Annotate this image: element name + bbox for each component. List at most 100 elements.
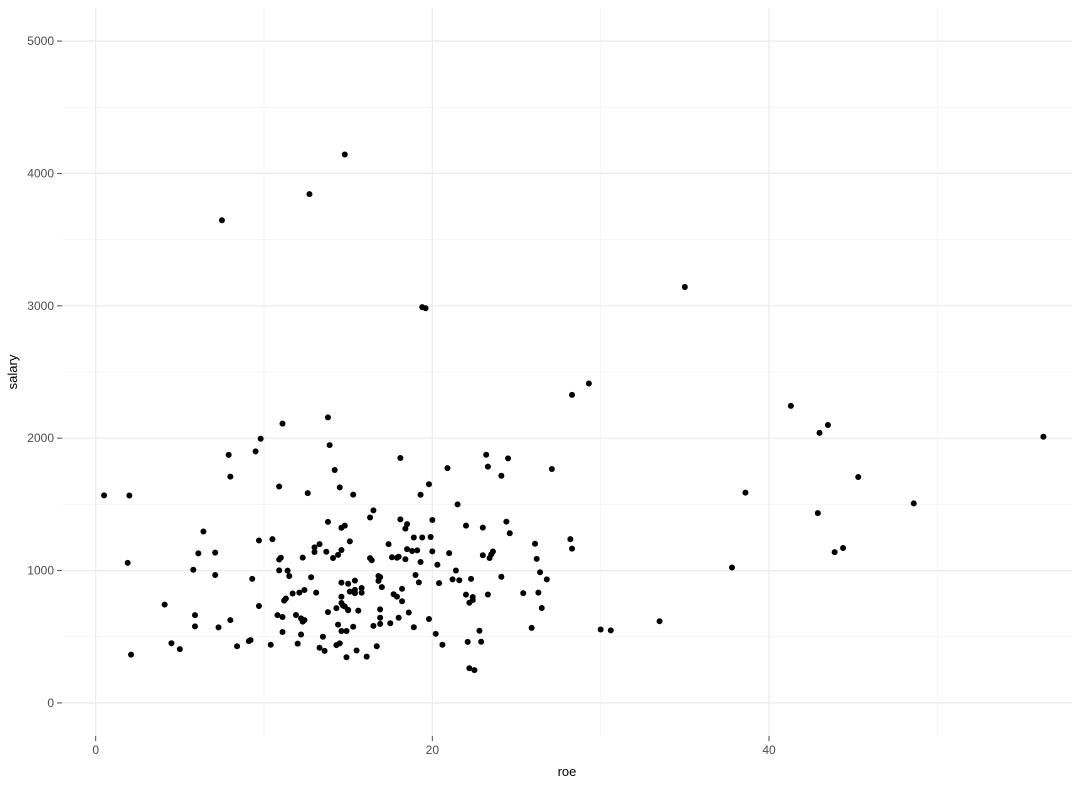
data-point bbox=[539, 605, 545, 611]
data-point bbox=[406, 610, 412, 616]
data-point bbox=[355, 608, 361, 614]
data-point bbox=[216, 624, 222, 630]
data-point bbox=[463, 592, 469, 598]
data-point bbox=[312, 544, 318, 550]
data-point bbox=[470, 594, 476, 600]
data-point bbox=[226, 452, 232, 458]
data-point bbox=[423, 305, 429, 311]
data-point bbox=[323, 549, 329, 555]
x-tick-label: 40 bbox=[762, 743, 776, 757]
data-point bbox=[537, 569, 543, 575]
data-point bbox=[347, 538, 353, 544]
data-point bbox=[338, 580, 344, 586]
data-point bbox=[313, 590, 319, 596]
data-point bbox=[177, 646, 183, 652]
data-point bbox=[377, 615, 383, 621]
data-point bbox=[426, 616, 432, 622]
data-point bbox=[327, 442, 333, 448]
data-point bbox=[298, 615, 304, 621]
data-point bbox=[337, 640, 343, 646]
data-point bbox=[411, 624, 417, 630]
data-point bbox=[413, 572, 419, 578]
data-point bbox=[377, 621, 383, 627]
data-point bbox=[379, 584, 385, 590]
data-point bbox=[325, 414, 331, 420]
data-point bbox=[306, 191, 312, 197]
data-point bbox=[569, 546, 575, 552]
data-point bbox=[468, 576, 474, 582]
data-point bbox=[682, 284, 688, 290]
data-point bbox=[503, 519, 509, 525]
data-point bbox=[507, 530, 513, 536]
data-point bbox=[268, 642, 274, 648]
data-point bbox=[480, 525, 486, 531]
data-point bbox=[128, 652, 134, 658]
data-point bbox=[418, 559, 424, 565]
data-point bbox=[212, 550, 218, 556]
data-point bbox=[825, 422, 831, 428]
data-point bbox=[342, 152, 348, 158]
data-point bbox=[325, 609, 331, 615]
data-point bbox=[195, 550, 201, 556]
data-point bbox=[340, 603, 346, 609]
y-tick-label: 0 bbox=[47, 696, 54, 710]
data-point bbox=[298, 631, 304, 637]
data-point bbox=[192, 612, 198, 618]
data-point bbox=[301, 587, 307, 593]
data-point bbox=[300, 555, 306, 561]
data-point bbox=[456, 577, 462, 583]
data-point bbox=[338, 547, 344, 553]
data-point bbox=[253, 448, 259, 454]
data-point bbox=[476, 628, 482, 634]
chart-svg: 02040010002000300040005000roesalary bbox=[0, 0, 1080, 789]
data-point bbox=[285, 568, 291, 574]
data-point bbox=[126, 492, 132, 498]
data-point bbox=[370, 507, 376, 513]
data-point bbox=[320, 634, 326, 640]
data-point bbox=[396, 615, 402, 621]
data-point bbox=[296, 590, 302, 596]
data-point bbox=[249, 576, 255, 582]
data-point bbox=[364, 654, 370, 660]
data-point bbox=[485, 592, 491, 598]
data-point bbox=[505, 455, 511, 461]
data-point bbox=[276, 567, 282, 573]
data-point bbox=[274, 612, 280, 618]
data-point bbox=[308, 574, 314, 580]
data-point bbox=[256, 537, 262, 543]
data-point bbox=[487, 555, 493, 561]
data-point bbox=[335, 552, 341, 558]
data-point bbox=[276, 483, 282, 489]
data-point bbox=[345, 581, 351, 587]
data-point bbox=[444, 465, 450, 471]
data-point bbox=[258, 436, 264, 442]
data-point bbox=[402, 526, 408, 532]
data-point bbox=[386, 541, 392, 547]
data-point bbox=[411, 534, 417, 540]
data-point bbox=[394, 555, 400, 561]
data-point bbox=[290, 590, 296, 596]
data-point bbox=[426, 481, 432, 487]
data-point bbox=[535, 590, 541, 596]
data-point bbox=[466, 600, 472, 606]
data-point bbox=[333, 605, 339, 611]
data-point bbox=[729, 565, 735, 571]
data-point bbox=[343, 654, 349, 660]
data-point bbox=[317, 541, 323, 547]
data-point bbox=[200, 528, 206, 534]
y-tick-label: 3000 bbox=[27, 299, 54, 313]
data-point bbox=[490, 548, 496, 554]
data-point bbox=[532, 541, 538, 547]
data-point bbox=[608, 627, 614, 633]
data-point bbox=[276, 557, 282, 563]
data-point bbox=[463, 523, 469, 529]
data-point bbox=[534, 556, 540, 562]
x-axis-label: roe bbox=[558, 764, 577, 779]
data-point bbox=[370, 623, 376, 629]
data-point bbox=[281, 598, 287, 604]
data-point bbox=[567, 536, 573, 542]
data-point bbox=[840, 545, 846, 551]
data-point bbox=[350, 492, 356, 498]
data-point bbox=[322, 648, 328, 654]
data-point bbox=[125, 560, 131, 566]
